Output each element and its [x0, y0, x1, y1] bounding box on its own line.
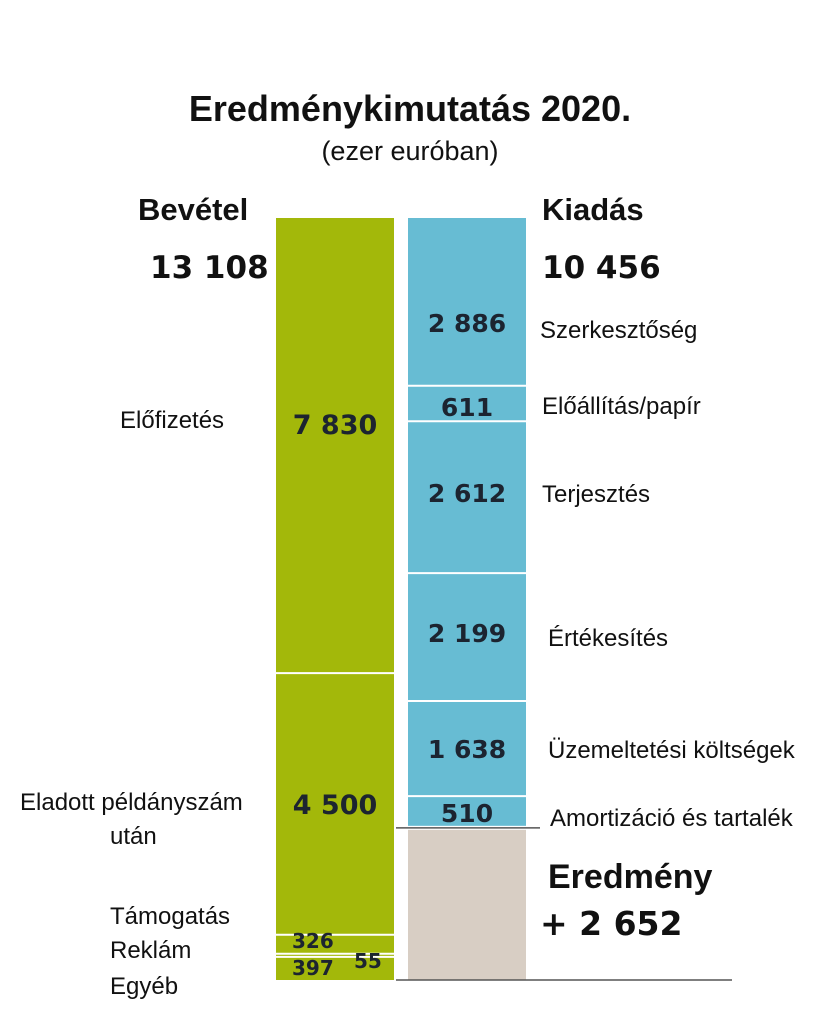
expense-total: 10 456	[542, 250, 661, 286]
income-bar-segment	[276, 953, 394, 957]
income-total: 13 108	[150, 250, 269, 286]
income-value-label: 7 830	[293, 410, 378, 441]
chart-title: Eredménykimutatás 2020.	[188, 88, 632, 129]
result-label: Eredmény	[548, 858, 713, 896]
expense-cat-szerkesztoseg: Szerkesztőség	[540, 317, 698, 344]
income-cat-elofizetes: Előfizetés	[120, 407, 225, 434]
income-bar-segment	[276, 934, 394, 954]
income-value-label: 4 500	[293, 790, 378, 821]
expense-value-label: 2 612	[428, 479, 506, 508]
result-value: + 2 652	[540, 904, 683, 943]
income-cat-tamogatas: Támogatás	[110, 903, 231, 930]
expense-bar-segment	[408, 700, 526, 797]
expense-cat-amortizacio: Amortizáció és tartalék	[550, 805, 793, 832]
income-bar-segment	[276, 218, 394, 674]
expense-bar-segment	[408, 421, 526, 574]
income-cat-reklam: Reklám	[110, 937, 192, 964]
chart-subtitle: (ezer euróban)	[321, 136, 499, 166]
expense-value-label: 1 638	[428, 735, 506, 764]
result-bar-segment	[408, 829, 526, 980]
expense-bar-segment	[408, 573, 526, 701]
income-value-label: 55	[354, 949, 382, 973]
expense-value-label: 2 199	[428, 619, 506, 648]
expense-bar-segment	[408, 218, 526, 386]
income-heading: Bevétel	[138, 192, 249, 227]
expense-value-label: 611	[441, 393, 493, 422]
income-bar-segment	[276, 956, 394, 980]
income-cat-egyeb: Egyéb	[110, 973, 179, 1000]
income-cat-eladott-line1: Eladott példányszám	[20, 789, 243, 816]
expense-cat-uzemeltetesi: Üzemeltetési költségek	[548, 737, 795, 764]
expense-cat-terjesztes: Terjesztés	[542, 481, 651, 508]
income-bar-segment	[276, 673, 394, 935]
expense-bar-segment	[408, 796, 526, 826]
income-value-label: 326	[292, 929, 334, 953]
expense-bar-segment	[408, 385, 526, 422]
income-cat-eladott-line2: után	[110, 823, 157, 850]
expense-heading: Kiadás	[542, 192, 644, 227]
expense-value-label: 2 886	[428, 309, 506, 338]
expense-cat-ertekesites: Értékesítés	[548, 625, 669, 652]
income-value-label: 397	[292, 956, 334, 980]
expense-cat-eloallitas: Előállítás/papír	[542, 393, 701, 420]
expense-value-label: 510	[441, 799, 493, 828]
